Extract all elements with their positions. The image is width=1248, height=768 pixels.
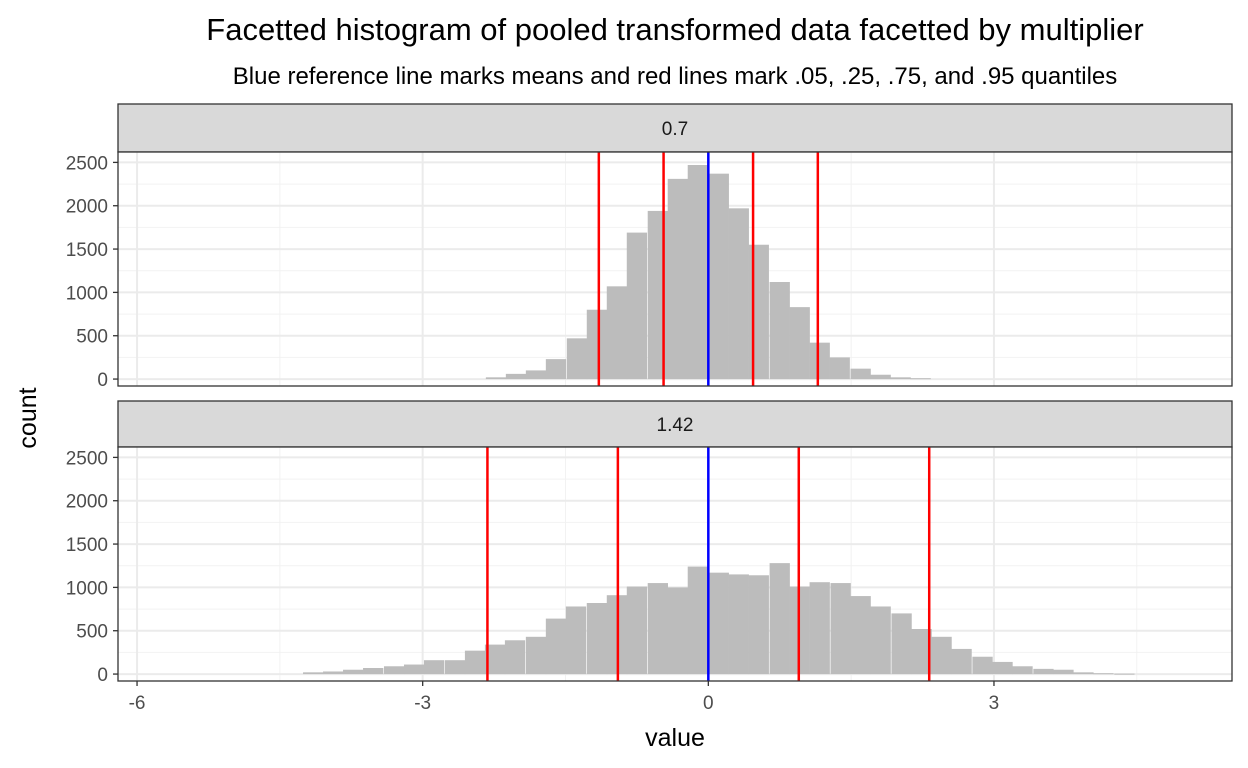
histogram-bar bbox=[1093, 673, 1114, 675]
y-tick-label: 500 bbox=[76, 327, 108, 348]
facets-group: 0.7 0 500 1000 1500 2000 2500 1.42 0 500 1000 1500 2… bbox=[66, 103, 1233, 686]
histogram-bar bbox=[769, 563, 790, 675]
histogram-bar bbox=[728, 208, 749, 380]
histogram-bar bbox=[870, 606, 891, 675]
histogram-bar bbox=[870, 374, 891, 380]
histogram-bar bbox=[1053, 669, 1074, 675]
histogram-bar bbox=[545, 359, 567, 380]
histogram-bar bbox=[687, 165, 708, 380]
histogram-bar bbox=[423, 660, 445, 675]
histogram-bar bbox=[464, 650, 486, 675]
x-tick-label: -6 bbox=[129, 693, 146, 714]
histogram-bar bbox=[626, 232, 648, 380]
panel-border bbox=[117, 151, 1233, 387]
y-axis-title: count bbox=[14, 387, 42, 448]
y-tick-label: 1500 bbox=[66, 240, 108, 261]
histogram-bar bbox=[830, 583, 851, 675]
histogram-bar bbox=[1073, 672, 1094, 675]
y-tick-label: 1000 bbox=[66, 578, 108, 599]
histogram-bar bbox=[363, 668, 384, 675]
histogram-bar bbox=[647, 583, 669, 675]
y-tick-label: 0 bbox=[97, 665, 108, 686]
histogram-bar bbox=[403, 664, 425, 675]
histogram-bar bbox=[444, 660, 466, 675]
histogram-bar bbox=[667, 587, 688, 675]
x-axis-title: value bbox=[645, 724, 705, 752]
histogram-bar bbox=[850, 368, 871, 380]
histogram-bar bbox=[890, 377, 911, 380]
histogram-bar bbox=[1033, 668, 1054, 675]
x-axis: -6 -3 0 3 bbox=[129, 681, 1000, 714]
histogram-bar bbox=[769, 282, 790, 380]
histogram-bar bbox=[586, 309, 608, 380]
x-tick-label: -3 bbox=[414, 693, 431, 714]
histogram-bar bbox=[789, 307, 810, 380]
y-tick-label: 1000 bbox=[66, 283, 108, 304]
histogram-bar bbox=[606, 286, 628, 380]
facet-strip bbox=[117, 400, 1233, 448]
y-tick-label: 2000 bbox=[66, 492, 108, 513]
histogram-bar bbox=[667, 178, 688, 380]
histogram-bar bbox=[748, 244, 769, 380]
chart-title: Facetted histogram of pooled transformed… bbox=[206, 12, 1143, 47]
histogram-bar bbox=[992, 661, 1013, 675]
histogram-bar bbox=[525, 636, 547, 675]
histogram-bar bbox=[891, 613, 912, 675]
y-tick-label: 2500 bbox=[66, 448, 108, 469]
y-tick-label: 1500 bbox=[66, 535, 108, 556]
histogram-bar bbox=[931, 636, 952, 675]
facet-strip-label: 1.42 bbox=[657, 415, 694, 436]
histogram-bar bbox=[708, 173, 729, 380]
y-tick-label: 500 bbox=[76, 622, 108, 643]
histogram-bar bbox=[829, 357, 850, 380]
x-tick-label: 0 bbox=[703, 693, 714, 714]
facet-strip-label: 0.7 bbox=[662, 119, 688, 140]
histogram-bar bbox=[504, 640, 526, 675]
histogram-bar bbox=[303, 672, 324, 675]
histogram-bar bbox=[586, 603, 608, 675]
histogram-bar bbox=[748, 575, 769, 675]
facet-panel: 1.42 0 500 1000 1500 2000 2500 bbox=[66, 400, 1233, 686]
histogram-bar bbox=[525, 370, 547, 380]
histogram-bar bbox=[1012, 666, 1033, 675]
histogram-bar bbox=[951, 648, 972, 675]
y-tick-label: 2000 bbox=[66, 197, 108, 218]
histogram-bar bbox=[383, 666, 405, 675]
histogram-bar bbox=[566, 338, 588, 380]
histogram-bar bbox=[728, 574, 749, 675]
histogram-bar bbox=[708, 572, 729, 675]
histogram-bar bbox=[505, 373, 527, 380]
histogram-bar bbox=[343, 669, 364, 675]
facet-strip bbox=[117, 103, 1233, 153]
y-tick-label: 0 bbox=[97, 370, 108, 391]
histogram-bar bbox=[565, 606, 587, 675]
facet-panel: 0.7 0 500 1000 1500 2000 2500 bbox=[66, 103, 1233, 391]
histogram-bar bbox=[545, 618, 567, 675]
histogram-bar bbox=[972, 656, 993, 675]
histogram-bar bbox=[850, 596, 871, 675]
x-tick-label: 3 bbox=[989, 693, 1000, 714]
histogram-bar bbox=[910, 378, 931, 380]
histogram-bar bbox=[809, 342, 830, 380]
panel-border bbox=[117, 446, 1233, 682]
histogram-bar bbox=[485, 377, 507, 380]
histogram-bar bbox=[809, 582, 830, 675]
histogram-bar bbox=[626, 586, 648, 675]
histogram-bar bbox=[687, 566, 708, 675]
histogram-bar bbox=[323, 671, 344, 675]
histogram-bar bbox=[1114, 673, 1135, 675]
y-tick-label: 2500 bbox=[66, 153, 108, 174]
histogram-bar bbox=[911, 629, 932, 675]
histogram-bar bbox=[484, 644, 506, 675]
histogram-bar bbox=[647, 210, 669, 380]
chart-subtitle: Blue reference line marks means and red … bbox=[233, 63, 1118, 90]
